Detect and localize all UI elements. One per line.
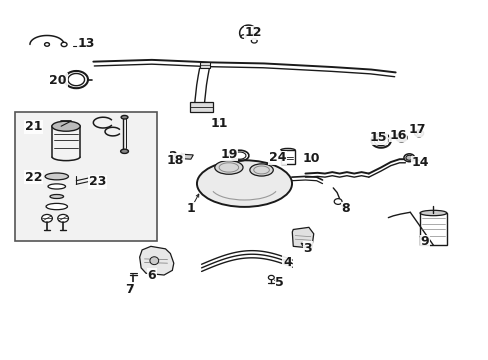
Ellipse shape — [241, 35, 245, 39]
Polygon shape — [178, 154, 193, 159]
Text: 15: 15 — [369, 131, 386, 144]
Ellipse shape — [405, 155, 412, 160]
Bar — [189, 102, 213, 112]
Text: 7: 7 — [125, 283, 134, 296]
Text: 12: 12 — [244, 27, 262, 40]
Text: 18: 18 — [166, 154, 183, 167]
Ellipse shape — [48, 184, 65, 189]
Ellipse shape — [46, 203, 67, 210]
Ellipse shape — [41, 215, 52, 222]
Text: 11: 11 — [210, 117, 227, 130]
Ellipse shape — [44, 42, 49, 46]
Ellipse shape — [268, 275, 274, 280]
Text: 1: 1 — [186, 202, 195, 215]
Ellipse shape — [251, 39, 257, 43]
Text: 17: 17 — [408, 123, 426, 136]
Ellipse shape — [214, 161, 243, 174]
Text: 8: 8 — [341, 202, 349, 215]
Polygon shape — [140, 246, 173, 275]
Text: 22: 22 — [25, 171, 42, 184]
Ellipse shape — [52, 121, 80, 131]
Polygon shape — [292, 227, 313, 248]
Ellipse shape — [197, 160, 291, 207]
Ellipse shape — [333, 199, 341, 204]
Ellipse shape — [61, 42, 67, 46]
Ellipse shape — [121, 149, 128, 153]
Text: 5: 5 — [275, 276, 284, 289]
Text: 2: 2 — [169, 150, 178, 163]
Text: 21: 21 — [25, 121, 42, 134]
Ellipse shape — [58, 215, 68, 222]
Text: 10: 10 — [303, 152, 320, 165]
Text: 20: 20 — [49, 74, 67, 87]
Text: 23: 23 — [88, 175, 106, 188]
Text: 14: 14 — [410, 156, 428, 169]
Ellipse shape — [121, 116, 128, 119]
Ellipse shape — [249, 164, 273, 176]
Text: 4: 4 — [283, 256, 291, 269]
Ellipse shape — [419, 210, 446, 216]
Text: 19: 19 — [220, 148, 237, 161]
Text: 6: 6 — [147, 269, 156, 282]
Text: 24: 24 — [268, 151, 286, 164]
Text: 9: 9 — [420, 235, 428, 248]
Ellipse shape — [50, 194, 63, 198]
Bar — [199, 62, 210, 68]
Text: 13: 13 — [77, 37, 95, 50]
Bar — [419, 213, 446, 245]
Bar — [15, 112, 157, 241]
Ellipse shape — [403, 154, 414, 162]
Text: 3: 3 — [303, 242, 311, 255]
Bar — [280, 150, 295, 164]
Ellipse shape — [45, 173, 68, 180]
Ellipse shape — [150, 257, 158, 265]
Text: 16: 16 — [388, 129, 406, 142]
